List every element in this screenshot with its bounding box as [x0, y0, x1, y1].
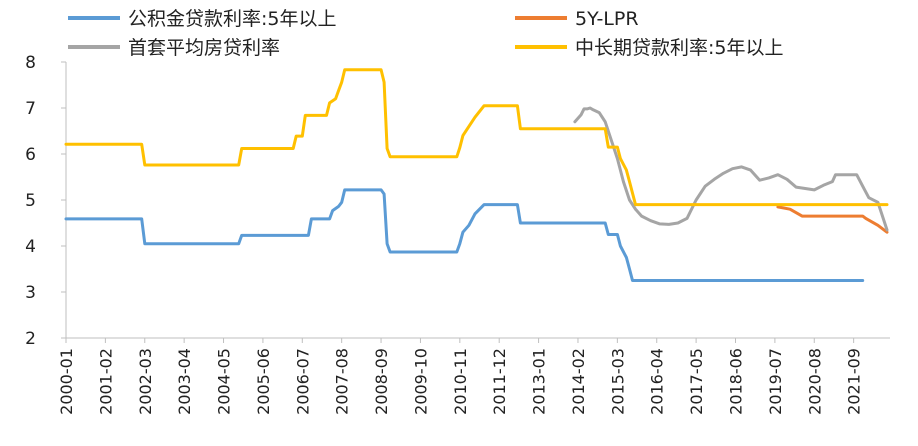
legend-label-0: 公积金贷款利率:5年以上 — [128, 8, 337, 30]
x-tick-label: 2011-12 — [490, 348, 509, 415]
x-tick-label: 2020-08 — [805, 348, 824, 415]
x-tick-label: 2006-07 — [293, 348, 312, 415]
y-tick-label: 2 — [25, 329, 36, 349]
legend-label-3: 中长期贷款利率:5年以上 — [575, 37, 784, 59]
x-tick-label: 2009-10 — [411, 348, 430, 415]
x-tick-label: 2016-04 — [648, 348, 667, 415]
x-tick-label: 2002-03 — [136, 348, 155, 415]
legend-label-2: 首套平均房贷利率 — [128, 37, 280, 59]
x-tick-label: 2019-07 — [766, 348, 785, 415]
axes: 2 3 4 5 6 7 8 2000-01 2001-02 2002-03 2003-04 2004-… — [25, 53, 890, 415]
legend: 公积金贷款利率:5年以上 5Y-LPR 首套平均房贷利率 中长期贷款利率:5年以上 — [68, 8, 784, 59]
x-tick-label: 2017-05 — [687, 348, 706, 415]
x-tick-label: 2013-01 — [530, 348, 549, 415]
x-tick-label: 2015-03 — [608, 348, 627, 415]
y-tick-label: 4 — [25, 237, 36, 257]
y-tick-label: 8 — [25, 53, 36, 73]
x-tick-label: 2014-02 — [569, 348, 588, 415]
x-tick-label: 2018-06 — [727, 348, 746, 415]
x-tick-label: 2003-04 — [175, 348, 194, 415]
x-tick-label: 2004-05 — [215, 348, 234, 415]
x-tick-label: 2008-09 — [372, 348, 391, 415]
x-tick-label: 2001-02 — [96, 348, 115, 415]
x-tick-label: 2021-09 — [845, 348, 864, 415]
x-tick-label: 2007-08 — [333, 348, 352, 415]
x-tick-label: 2005-06 — [254, 348, 273, 415]
series-line-1 — [776, 205, 889, 234]
y-tick-label: 5 — [25, 191, 36, 211]
y-tick-label: 3 — [25, 283, 36, 303]
series-line-2 — [573, 106, 889, 232]
legend-label-1: 5Y-LPR — [575, 8, 639, 30]
x-tick-label: 2010-11 — [451, 348, 470, 415]
series-line-0 — [64, 188, 865, 282]
y-tick-label: 6 — [25, 145, 36, 165]
y-tick-label: 7 — [25, 99, 36, 119]
x-tick-label: 2000-01 — [57, 348, 76, 415]
series-line-3 — [64, 68, 889, 207]
series-layer — [64, 68, 889, 282]
